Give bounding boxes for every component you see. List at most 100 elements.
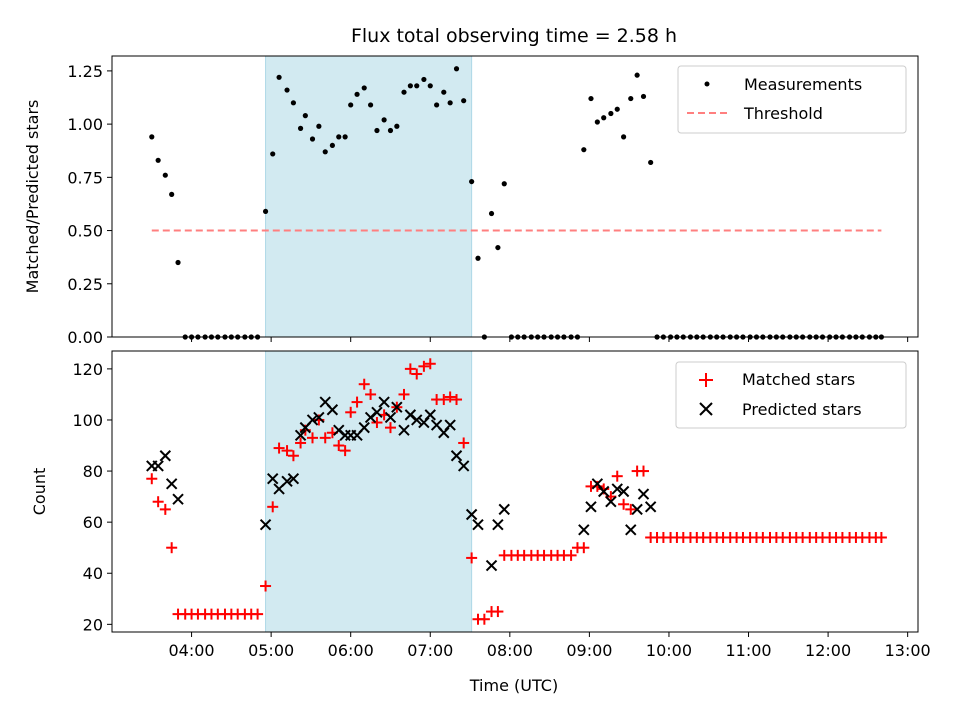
top-y-tick-label: 0.75 — [67, 168, 103, 187]
measurement-point — [495, 244, 501, 251]
measurement-point — [407, 83, 413, 89]
predicted-star-point — [259, 519, 272, 531]
measurement-point — [387, 127, 394, 134]
predicted-star-point — [172, 493, 184, 505]
matched-star-point — [287, 450, 299, 462]
predicted-star-point — [450, 450, 463, 462]
matched-star-point — [404, 363, 416, 375]
bot-y-tick-label: 120 — [72, 360, 103, 379]
matched-star-point — [611, 470, 623, 482]
matched-star-point — [351, 396, 363, 408]
predicted-star-point — [598, 485, 610, 498]
measurement-point — [461, 98, 467, 104]
matched-star-point — [146, 473, 158, 485]
measurement-point — [290, 100, 297, 106]
matched-star-point — [365, 388, 377, 400]
x-tick-label: 11:00 — [725, 641, 771, 660]
predicted-star-point — [485, 559, 498, 572]
top-observing-span — [265, 55, 473, 338]
predicted-star-point — [457, 460, 470, 472]
top-axes-frame — [111, 55, 919, 338]
matched-star-point — [358, 378, 370, 390]
predicted-star-point — [159, 450, 172, 462]
predicted-star-point — [306, 414, 319, 426]
matched-star-point — [444, 391, 456, 403]
bot-y-tick-label: 100 — [72, 411, 103, 430]
measurement-point — [453, 66, 460, 72]
matched-star-point — [295, 437, 307, 449]
measurement-point — [309, 136, 316, 142]
matched-star-point — [438, 394, 450, 406]
predicted-star-point — [617, 485, 630, 498]
legend-matched-label: Matched stars — [742, 370, 855, 389]
predicted-star-point — [152, 460, 164, 472]
measurement-point — [262, 208, 269, 215]
predicted-star-point — [625, 524, 637, 536]
bottom-axis-ticks: 04:00 05:00 06:00 07:00 08:00 09:00 10:00 11:00… — [72, 360, 930, 660]
matched-star-point — [159, 503, 171, 515]
matched-star-point — [339, 445, 351, 457]
matched-star-point — [605, 491, 617, 503]
predicted-star-point — [578, 524, 590, 536]
predicted-star-point — [358, 421, 370, 434]
matched-star-point — [565, 549, 577, 561]
predicted-star-point — [498, 503, 510, 516]
top-legend: Measurements Threshold — [677, 65, 907, 134]
measurement-point — [149, 134, 155, 140]
measurement-point — [270, 151, 276, 157]
matched-star-point — [152, 496, 164, 508]
matched-star-point — [345, 406, 357, 418]
predicted-star-point — [605, 496, 617, 508]
x-tick-label: 07:00 — [407, 641, 453, 660]
matched-star-point — [384, 422, 396, 434]
matched-star-point — [637, 465, 649, 477]
bottom-panel: 04:00 05:00 06:00 07:00 08:00 09:00 10:00 11:00… — [30, 350, 931, 695]
measurement-point — [354, 91, 360, 97]
predicted-star-point — [378, 396, 390, 408]
matched-star-point — [273, 442, 285, 454]
bot-y-tick-label: 80 — [83, 462, 103, 481]
matched-star-point — [451, 394, 463, 406]
predicted-star-point — [492, 519, 504, 531]
measurement-point — [414, 83, 420, 89]
measurement-point — [336, 134, 342, 140]
predicted-star-point — [267, 473, 279, 485]
x-axis-label: Time (UTC) — [469, 676, 558, 695]
predicted-star-point — [465, 508, 478, 521]
top-axis-ticks: 0.00 0.25 0.50 0.75 1.00 1.25 — [67, 62, 909, 347]
bottom-legend-box — [675, 361, 907, 429]
predicted-star-point — [444, 419, 456, 431]
predicted-star-point — [294, 429, 307, 442]
measurement-point — [348, 102, 354, 108]
bot-y-tick-label: 40 — [83, 564, 103, 583]
predicted-star-point — [411, 414, 423, 426]
predicted-star-point — [391, 401, 403, 413]
measurement-point — [367, 102, 374, 108]
matched-star-point — [252, 608, 264, 620]
x-tick-label: 09:00 — [566, 641, 612, 660]
measurement-point — [276, 74, 282, 80]
legend-predicted-label: Predicted stars — [742, 400, 862, 419]
matched-star-point — [466, 552, 478, 564]
predicted-star-point — [585, 501, 597, 513]
measurement-point — [447, 100, 453, 106]
measurement-point — [302, 113, 308, 119]
measurement-point — [601, 115, 607, 121]
bot-y-tick-label: 20 — [83, 615, 103, 634]
predicted-star-point — [287, 473, 300, 485]
x-tick-label: 04:00 — [169, 641, 215, 660]
measurement-point — [475, 255, 481, 261]
predicted-star-point — [644, 501, 657, 513]
x-tick-label: 05:00 — [248, 641, 294, 660]
measurement-point — [381, 117, 387, 123]
matched-star-point — [875, 531, 887, 543]
predicted-star-point — [281, 475, 293, 487]
legend-matched-marker — [699, 373, 713, 387]
measurement-point — [284, 87, 290, 93]
legend-threshold-label: Threshold — [743, 104, 823, 123]
measurement-point — [648, 159, 654, 166]
predicted-star-point — [313, 411, 325, 424]
x-tick-label: 13:00 — [885, 641, 931, 660]
predicted-star-point — [326, 404, 339, 416]
bottom-legend: Matched stars Predicted stars — [675, 361, 907, 429]
